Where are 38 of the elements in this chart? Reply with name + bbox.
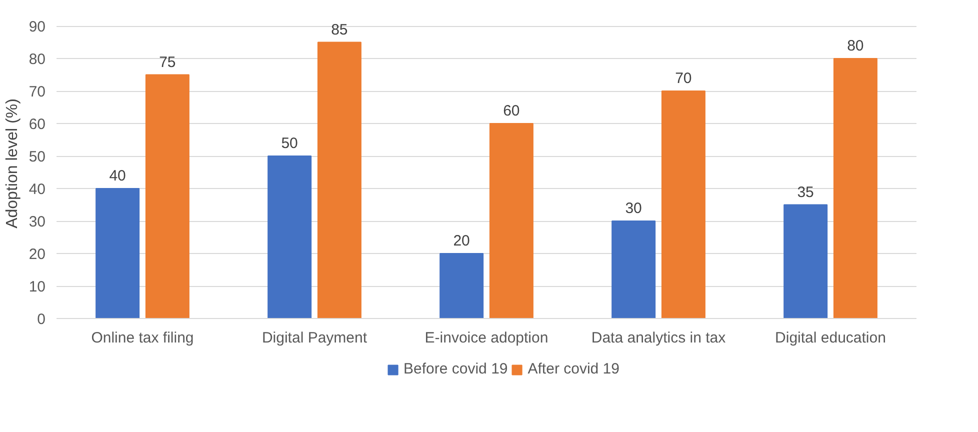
data-label: 75 — [159, 54, 176, 71]
y-tick-label: 20 — [28, 246, 46, 264]
data-label: 85 — [331, 21, 348, 38]
x-tick-label: Digital Payment — [262, 330, 368, 346]
bar — [489, 123, 534, 318]
data-label: 20 — [453, 232, 470, 250]
data-label: 50 — [281, 135, 298, 152]
y-tick-label: 30 — [28, 214, 46, 231]
data-label: 70 — [675, 70, 692, 88]
bar — [440, 253, 484, 318]
x-tick-label: Data analytics in tax — [591, 330, 726, 346]
data-label: 30 — [625, 200, 642, 218]
bar — [784, 204, 828, 318]
bar — [268, 156, 312, 318]
data-label: 35 — [797, 184, 814, 201]
y-tick-label: 70 — [28, 84, 46, 101]
y-tick-label: 90 — [28, 18, 46, 36]
x-tick-label: Digital education — [775, 330, 886, 346]
y-tick-label: 10 — [28, 278, 46, 296]
legend-label: Before covid 19 — [404, 360, 508, 378]
data-label: 80 — [847, 38, 864, 55]
bar — [833, 58, 878, 318]
x-tick-label: Online tax filing — [91, 330, 194, 346]
y-tick-label: 50 — [28, 148, 46, 166]
data-label: 60 — [503, 102, 520, 120]
y-tick-label: 0 — [37, 311, 46, 328]
x-tick-label: E-invoice adoption — [424, 330, 548, 346]
bar — [145, 74, 190, 318]
y-tick-label: 40 — [28, 181, 46, 198]
data-label: 40 — [109, 168, 126, 185]
legend-label: After covid 19 — [528, 360, 620, 378]
bar — [317, 42, 362, 318]
y-tick-label: 80 — [28, 51, 46, 68]
bar — [661, 90, 706, 318]
y-tick-label: 60 — [28, 116, 46, 134]
bar — [612, 220, 656, 318]
y-axis-title: Adoption level (%) — [4, 98, 21, 228]
bar — [96, 188, 140, 318]
